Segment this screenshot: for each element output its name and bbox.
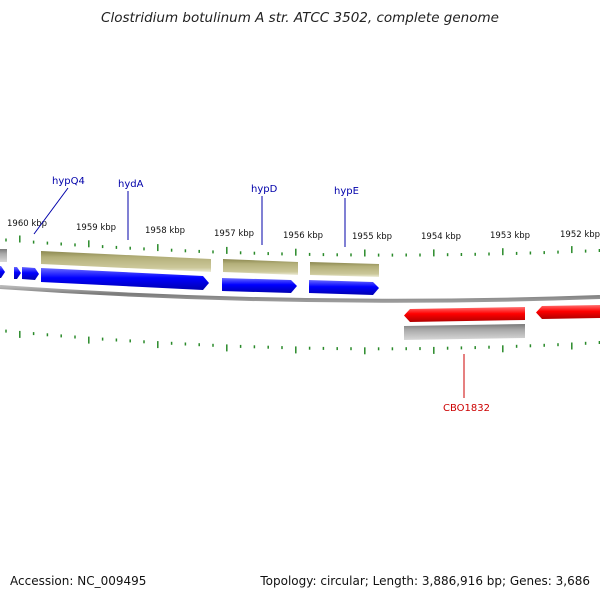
page-title: Clostridium botulinum A str. ATCC 3502, …: [101, 10, 499, 26]
cds-track-forward: [0, 249, 379, 277]
gene-arrow-hydA[interactable]: [41, 268, 209, 290]
gene-label-hypQ4[interactable]: hypQ4: [52, 176, 85, 187]
gene-arrow-CBO1832[interactable]: [404, 307, 525, 322]
gray-feature-left-edge: [0, 249, 7, 262]
gene-arrow-partial-left[interactable]: [0, 266, 5, 278]
gene-label-hydA[interactable]: hydA: [118, 179, 144, 190]
tick-label-1958: 1958 kbp: [145, 226, 185, 236]
label-leaders: [33, 187, 465, 398]
cds-feature-hydA[interactable]: [41, 251, 211, 272]
tick-labels: 1960 kbp 1959 kbp 1958 kbp 1957 kbp 1956…: [7, 219, 600, 242]
tick-label-1953: 1953 kbp: [490, 231, 530, 241]
tick-label-1960: 1960 kbp: [7, 219, 47, 229]
tick-label-1954: 1954 kbp: [421, 232, 461, 242]
gene-track-reverse: [404, 305, 600, 340]
gene-arrow-hypD[interactable]: [222, 278, 297, 293]
cds-feature-hypE[interactable]: [310, 262, 379, 277]
tick-label-1955: 1955 kbp: [352, 232, 392, 242]
tick-label-1957: 1957 kbp: [214, 229, 254, 239]
tick-marks-inner: [5, 329, 600, 355]
gene-arrow-reverse-right[interactable]: [536, 305, 600, 319]
gene-label-hypD[interactable]: hypD: [251, 184, 278, 195]
gene-arrow-hypE[interactable]: [309, 280, 379, 295]
gene-label-CBO1832[interactable]: CBO1832: [443, 403, 490, 414]
gene-arrow-hypQ4[interactable]: [22, 267, 39, 280]
genome-backbone: [0, 285, 600, 303]
tick-label-1952: 1952 kbp: [560, 230, 600, 240]
gray-feature-CBO1832: [404, 324, 525, 340]
tick-label-1956: 1956 kbp: [283, 231, 323, 241]
tick-marks-outer: [5, 235, 600, 257]
footer-accession: Accession: NC_009495: [10, 574, 147, 588]
gene-label-hypE[interactable]: hypE: [334, 186, 359, 197]
cds-feature-hypD[interactable]: [223, 259, 298, 275]
leader-hypQ4: [33, 187, 69, 235]
gene-arrow-small-1[interactable]: [14, 267, 21, 279]
tick-label-1959: 1959 kbp: [76, 223, 116, 233]
gene-track-forward: [0, 266, 379, 295]
footer-summary: Topology: circular; Length: 3,886,916 bp…: [260, 574, 590, 588]
gene-labels: hypQ4 hydA hypD hypE CBO1832: [52, 176, 490, 414]
